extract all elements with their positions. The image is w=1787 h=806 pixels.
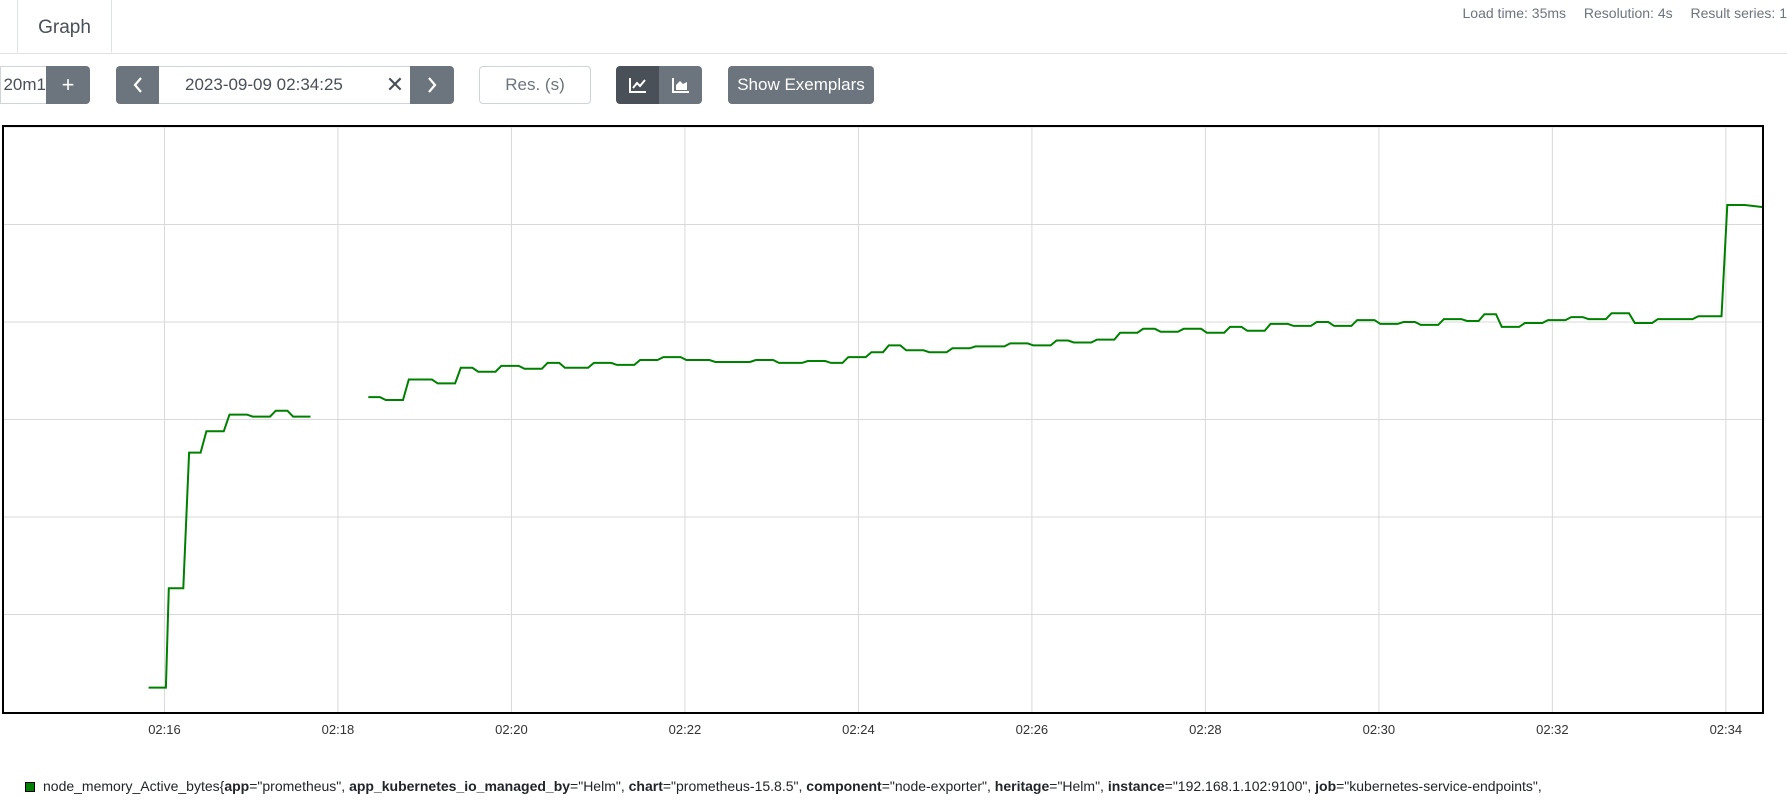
result-series-text: Result series: 1 (1690, 5, 1787, 21)
series-legend[interactable]: node_memory_Active_bytes{app="prometheus… (25, 778, 1542, 794)
tab-bar: Graph (0, 0, 1787, 54)
x-tick-label: 02:32 (1536, 722, 1569, 737)
load-time-text: Load time: 35ms (1462, 5, 1567, 21)
legend-label-value: ="prometheus-15.8.5", (662, 778, 807, 794)
plus-icon: + (61, 72, 75, 97)
resolution-input[interactable]: Res. (s) (479, 66, 591, 104)
legend-label-value: ="Helm", (1049, 778, 1108, 794)
show-exemplars-button[interactable]: Show Exemplars (728, 66, 874, 104)
x-tick-label: 02:22 (668, 722, 702, 737)
range-input[interactable]: 20m1 (0, 66, 48, 104)
line-chart (4, 127, 1762, 712)
x-tick-label: 02:28 (1189, 722, 1222, 737)
series-color-swatch (25, 782, 35, 792)
x-tick-label: 02:16 (148, 722, 181, 737)
x-tick-label: 02:26 (1015, 722, 1049, 737)
query-stats: Load time: 35ms Resolution: 4s Result se… (1449, 5, 1787, 21)
stacked-chart-button[interactable] (659, 66, 702, 104)
legend-label-value: ="kubernetes-service-endpoints", (1336, 778, 1542, 794)
legend-label-key: component (806, 778, 882, 794)
x-tick-label: 02:34 (1709, 722, 1743, 737)
x-tick-label: 02:20 (495, 722, 528, 737)
x-tick-label: 02:24 (842, 722, 875, 737)
series-line[interactable] (148, 409, 311, 689)
x-tick-label: 02:18 (321, 722, 355, 737)
end-time-back-button[interactable] (116, 66, 159, 104)
tab-graph[interactable]: Graph (17, 0, 112, 53)
legend-label-key: heritage (994, 778, 1050, 794)
legend-label-key: job (1315, 778, 1337, 794)
legend-label-value: ="192.168.1.102:9100", (1164, 778, 1316, 794)
legend-label-value: ="node-exporter", (881, 778, 995, 794)
x-tick-label: 02:30 (1362, 722, 1396, 737)
legend-label-key: instance (1107, 778, 1165, 794)
end-time-forward-button[interactable] (410, 66, 454, 104)
legend-label-value: ="prometheus", (249, 778, 350, 794)
chevron-left-icon (133, 77, 142, 93)
series-line[interactable] (368, 204, 1762, 401)
legend-label-key: chart (628, 778, 663, 794)
legend-label-key: app (224, 778, 250, 794)
legend-label-key: app_kubernetes_io_managed_by (349, 778, 571, 794)
clear-end-time-icon[interactable]: ✕ (385, 72, 405, 97)
resolution-text: Resolution: 4s (1583, 5, 1673, 21)
end-time-input[interactable]: 2023-09-09 02:34:25 (159, 66, 410, 104)
range-increase-button[interactable]: + (46, 66, 90, 104)
area-chart-icon (671, 78, 689, 93)
graph-area[interactable] (2, 125, 1764, 714)
legend-open-brace: { (219, 778, 225, 794)
legend-label-value: ="Helm", (570, 778, 629, 794)
show-exemplars-label: Show Exemplars (737, 75, 865, 94)
chevron-right-icon (428, 77, 437, 93)
line-chart-icon (628, 78, 646, 93)
line-chart-button[interactable] (616, 66, 659, 104)
legend-metric-name: node_memory_Active_bytes (43, 778, 220, 794)
